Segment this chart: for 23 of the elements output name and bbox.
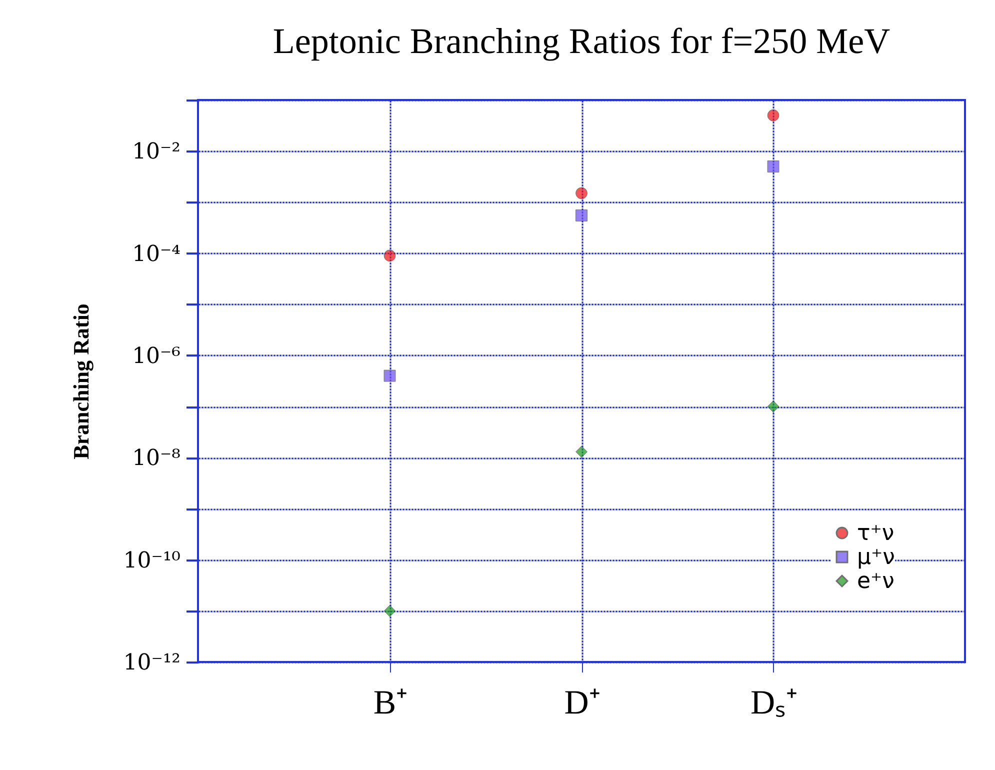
y-tick-label: 10⁻⁸ [132, 446, 181, 472]
point [767, 160, 780, 172]
chart-title: Leptonic Branching Ratios for f=250 MeV [272, 21, 890, 61]
x-tick-label: B⁺ [373, 684, 408, 722]
legend-label: μ⁺ν [857, 545, 895, 570]
y-tick-label: 10⁻¹² [123, 650, 180, 676]
point [576, 187, 588, 200]
x-tick-label: Dₛ⁺ [750, 684, 798, 722]
point [576, 209, 588, 222]
point [767, 400, 780, 412]
y-axis-title: Branching Ratio [68, 304, 94, 460]
legend-label: τ⁺ν [857, 521, 894, 546]
point [767, 109, 780, 122]
y-tick-label: 10⁻⁶ [132, 344, 181, 369]
point [384, 250, 396, 262]
point [576, 446, 588, 458]
y-tick-label: 10⁻⁴ [132, 242, 181, 267]
point [384, 604, 396, 617]
point [384, 370, 396, 382]
x-tick-label: D⁺ [564, 684, 600, 722]
y-tick-label: 10⁻² [132, 140, 180, 165]
y-tick-label: 10⁻¹⁰ [123, 548, 181, 574]
legend-label: e⁺ν [857, 569, 894, 594]
